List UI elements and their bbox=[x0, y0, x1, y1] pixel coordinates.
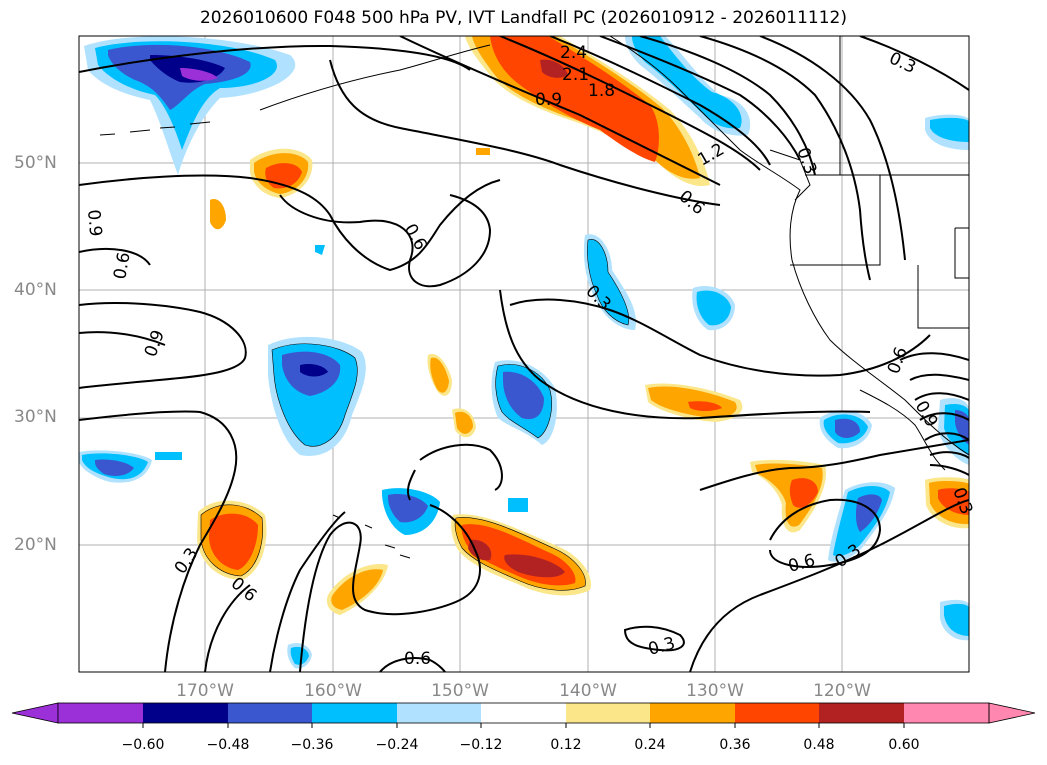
colorbar-max-extend bbox=[988, 702, 1036, 724]
colorbar-tick-label: 0.24 bbox=[634, 737, 666, 753]
contour-label: 2.1 bbox=[562, 65, 589, 85]
colorbar-tick-label: −0.12 bbox=[459, 737, 503, 753]
contour-label: 1.8 bbox=[588, 81, 615, 101]
colorbar-segment bbox=[58, 703, 143, 723]
colorbar-frame bbox=[57, 702, 990, 724]
colorbar-tick-label: −0.24 bbox=[375, 737, 419, 753]
coastlines bbox=[99, 36, 969, 559]
lat-label: 50°N bbox=[14, 153, 57, 173]
colorbar-segment bbox=[650, 703, 735, 723]
map-title: 2026010600 F048 500 hPa PV, IVT Landfall… bbox=[199, 8, 847, 28]
contour-label: 2.4 bbox=[560, 43, 587, 63]
colorbar-tick-label: −0.48 bbox=[206, 737, 250, 753]
lon-label: 130°W bbox=[686, 681, 744, 701]
colorbar-tick-label: 0.60 bbox=[888, 737, 920, 753]
map-frame bbox=[78, 35, 970, 673]
colorbar-segment bbox=[397, 703, 481, 723]
colorbar-segment bbox=[566, 703, 650, 723]
lon-label: 150°W bbox=[431, 681, 489, 701]
colorbar-segment bbox=[904, 703, 989, 723]
lon-label: 160°W bbox=[304, 681, 362, 701]
lon-label: 120°W bbox=[813, 681, 871, 701]
ivt-contours bbox=[79, 36, 969, 672]
pv-negative-shading bbox=[79, 36, 969, 669]
colorbar-segment bbox=[481, 703, 566, 723]
colorbar-segment bbox=[312, 703, 397, 723]
contour-label: 0.6 bbox=[110, 251, 134, 281]
colorbar-segment bbox=[819, 703, 904, 723]
colorbar-tick-label: −0.36 bbox=[290, 737, 334, 753]
colorbar-segment bbox=[735, 703, 819, 723]
colorbar-tick-label: 0.12 bbox=[550, 737, 582, 753]
colorbar-tick-label: −0.60 bbox=[121, 737, 165, 753]
lon-label: 170°W bbox=[176, 681, 234, 701]
colorbar-min-extend bbox=[11, 702, 59, 724]
colorbar-segment bbox=[143, 703, 228, 723]
pv-positive-shading bbox=[197, 36, 969, 615]
lat-label: 20°N bbox=[14, 535, 57, 555]
lat-label: 40°N bbox=[14, 280, 57, 300]
shading-outlines bbox=[200, 239, 630, 591]
colorbar-tick-label: 0.36 bbox=[719, 737, 751, 753]
colorbar-ticks bbox=[142, 723, 905, 728]
colorbar-segment bbox=[228, 703, 312, 723]
colorbar-tick-label: 0.48 bbox=[803, 737, 835, 753]
map-plot-area bbox=[79, 36, 969, 672]
colorbar bbox=[11, 702, 1036, 728]
contour-label: 0.9 bbox=[535, 90, 562, 110]
lon-label: 140°W bbox=[559, 681, 617, 701]
contour-label: 0.6 bbox=[404, 649, 431, 669]
contour-label: 0.9 bbox=[83, 209, 105, 238]
lat-label: 30°N bbox=[14, 407, 57, 427]
